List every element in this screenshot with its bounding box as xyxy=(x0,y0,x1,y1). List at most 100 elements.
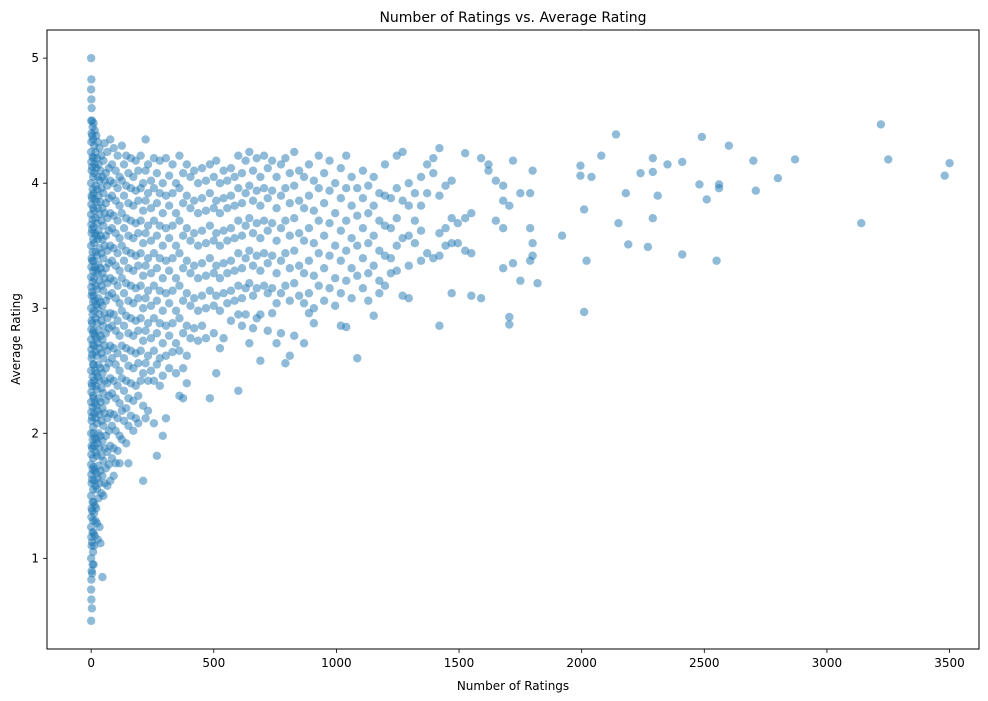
data-points xyxy=(86,53,954,626)
data-point xyxy=(87,595,96,604)
data-point xyxy=(435,229,444,238)
data-point xyxy=(113,316,122,325)
data-point xyxy=(447,239,456,248)
data-point xyxy=(587,172,596,182)
data-point xyxy=(149,281,159,290)
data-point xyxy=(429,153,438,163)
data-point xyxy=(186,236,195,245)
data-point xyxy=(201,304,211,313)
data-point xyxy=(149,183,159,193)
data-point xyxy=(576,161,585,170)
data-point xyxy=(161,224,171,233)
data-point xyxy=(104,460,114,469)
data-point xyxy=(392,214,401,223)
data-point xyxy=(498,196,508,205)
data-point xyxy=(212,156,221,165)
data-point xyxy=(484,166,493,175)
data-point xyxy=(309,271,319,280)
data-point xyxy=(219,289,228,298)
data-point xyxy=(205,221,215,230)
data-point xyxy=(164,171,174,180)
data-point xyxy=(219,334,228,343)
data-point xyxy=(319,231,329,240)
data-point xyxy=(175,151,184,160)
data-point xyxy=(86,53,96,63)
data-point xyxy=(113,414,122,423)
data-point xyxy=(299,236,309,245)
data-point xyxy=(314,151,323,160)
data-point xyxy=(648,167,657,177)
data-point xyxy=(259,183,269,193)
data-point xyxy=(491,216,501,225)
x-tick-label: 0 xyxy=(87,656,95,670)
data-point xyxy=(149,216,159,225)
data-point xyxy=(241,254,250,263)
data-point xyxy=(422,160,432,169)
data-point xyxy=(290,214,299,223)
data-point xyxy=(358,193,368,203)
data-point xyxy=(429,168,438,178)
data-point xyxy=(281,281,290,290)
data-point xyxy=(201,271,211,280)
data-point xyxy=(234,151,243,160)
data-point xyxy=(330,274,340,283)
data-point xyxy=(404,178,413,188)
data-point xyxy=(138,369,148,378)
data-point xyxy=(215,241,225,250)
data-point xyxy=(263,326,272,335)
data-point xyxy=(171,339,181,348)
data-point xyxy=(215,306,225,315)
data-point xyxy=(226,256,236,265)
data-point xyxy=(89,118,98,128)
data-point xyxy=(267,186,277,195)
data-point xyxy=(141,294,150,303)
data-point xyxy=(325,251,334,260)
data-point xyxy=(528,251,537,260)
data-point xyxy=(155,381,165,390)
data-point xyxy=(87,75,96,84)
data-point xyxy=(219,166,228,175)
data-point xyxy=(164,331,174,340)
data-point xyxy=(375,216,384,225)
data-point xyxy=(467,291,476,300)
data-point xyxy=(245,181,254,190)
data-point xyxy=(175,249,184,258)
data-point xyxy=(143,376,153,385)
data-point xyxy=(115,201,124,210)
data-point xyxy=(304,256,314,265)
data-point xyxy=(299,339,309,348)
data-point xyxy=(182,191,191,200)
data-point xyxy=(230,172,239,182)
data-point xyxy=(272,339,281,348)
data-point xyxy=(223,236,232,245)
data-point xyxy=(272,269,281,278)
data-point xyxy=(164,364,174,373)
data-point xyxy=(186,334,195,343)
data-point xyxy=(223,176,232,185)
data-point xyxy=(533,279,542,288)
chart-title: Number of Ratings vs. Average Rating xyxy=(379,10,646,26)
data-point xyxy=(375,276,384,285)
data-point xyxy=(143,319,153,328)
data-point xyxy=(141,196,150,205)
data-point xyxy=(113,151,122,160)
data-point xyxy=(87,604,97,613)
data-point xyxy=(245,147,254,157)
data-point xyxy=(272,172,281,182)
data-point xyxy=(410,216,420,225)
x-axis-ticks: 0 500 1000 1500 2000 2500 3000 3500 xyxy=(87,649,965,670)
data-point xyxy=(158,306,167,315)
data-point xyxy=(138,336,148,345)
data-point xyxy=(136,376,145,385)
data-point xyxy=(441,181,450,190)
data-point xyxy=(178,198,188,208)
y-tick-label: 2 xyxy=(31,426,39,440)
data-point xyxy=(304,191,314,200)
data-point xyxy=(98,471,107,481)
data-point xyxy=(152,264,162,273)
data-point xyxy=(226,224,236,233)
data-point xyxy=(410,188,420,198)
data-point xyxy=(109,310,118,319)
data-point xyxy=(178,264,188,273)
data-point xyxy=(143,351,153,360)
